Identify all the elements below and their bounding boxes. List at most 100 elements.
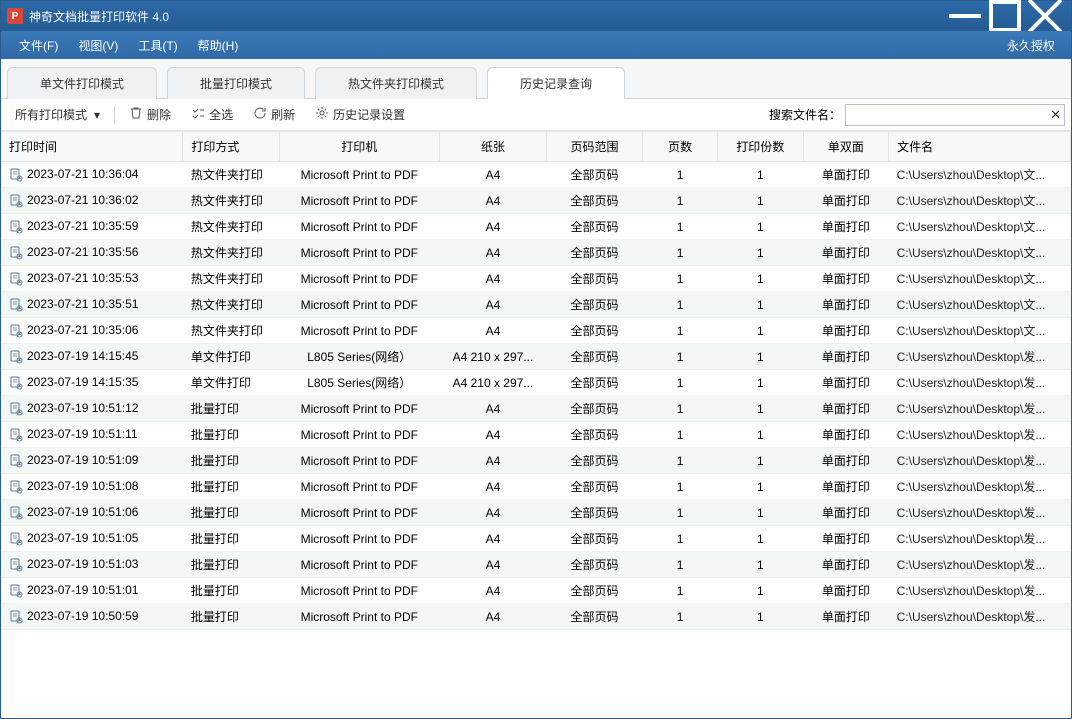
cell-copies: 1 xyxy=(718,188,804,214)
cell-duplex: 单面打印 xyxy=(803,214,889,240)
tab-single-file[interactable]: 单文件打印模式 xyxy=(7,67,157,99)
table-row[interactable]: 2023-07-19 10:51:11批量打印Microsoft Print t… xyxy=(1,422,1071,448)
cell-filename: C:\Users\zhou\Desktop\文... xyxy=(889,292,1071,318)
col-header-range[interactable]: 页码范围 xyxy=(546,132,642,162)
table-row[interactable]: 2023-07-19 14:15:35单文件打印L805 Series(网络）A… xyxy=(1,370,1071,396)
cell-range: 全部页码 xyxy=(546,474,642,500)
print-job-icon xyxy=(9,506,23,520)
table-row[interactable]: 2023-07-19 10:51:09批量打印Microsoft Print t… xyxy=(1,448,1071,474)
cell-range: 全部页码 xyxy=(546,552,642,578)
table-row[interactable]: 2023-07-21 10:35:51热文件夹打印Microsoft Print… xyxy=(1,292,1071,318)
cell-duplex: 单面打印 xyxy=(803,552,889,578)
cell-mode: 单文件打印 xyxy=(183,370,279,396)
cell-printer: Microsoft Print to PDF xyxy=(279,604,439,630)
table-row[interactable]: 2023-07-19 10:51:01批量打印Microsoft Print t… xyxy=(1,578,1071,604)
history-settings-button[interactable]: 历史记录设置 xyxy=(307,103,413,126)
menu-view[interactable]: 视图(V) xyxy=(68,33,128,58)
cell-filename: C:\Users\zhou\Desktop\文... xyxy=(889,162,1071,188)
cell-time: 2023-07-19 14:15:45 xyxy=(1,344,183,370)
app-window: P 神奇文档批量打印软件 4.0 文件(F) 视图(V) 工具(T) 帮助(H)… xyxy=(0,0,1072,719)
cell-paper: A4 210 x 297... xyxy=(439,370,546,396)
cell-time: 2023-07-21 10:36:04 xyxy=(1,162,183,188)
cell-filename: C:\Users\zhou\Desktop\发... xyxy=(889,474,1071,500)
cell-copies: 1 xyxy=(718,448,804,474)
cell-mode: 热文件夹打印 xyxy=(183,214,279,240)
titlebar[interactable]: P 神奇文档批量打印软件 4.0 xyxy=(1,1,1071,31)
cell-copies: 1 xyxy=(718,318,804,344)
cell-duplex: 单面打印 xyxy=(803,188,889,214)
cell-paper: A4 xyxy=(439,214,546,240)
table-row[interactable]: 2023-07-21 10:36:02热文件夹打印Microsoft Print… xyxy=(1,188,1071,214)
separator xyxy=(114,106,115,124)
refresh-button[interactable]: 刷新 xyxy=(245,103,303,126)
cell-pages: 1 xyxy=(643,604,718,630)
maximize-button[interactable] xyxy=(985,1,1025,31)
col-header-pages[interactable]: 页数 xyxy=(643,132,718,162)
table-row[interactable]: 2023-07-21 10:35:56热文件夹打印Microsoft Print… xyxy=(1,240,1071,266)
cell-mode: 热文件夹打印 xyxy=(183,292,279,318)
cell-copies: 1 xyxy=(718,344,804,370)
col-header-paper[interactable]: 纸张 xyxy=(439,132,546,162)
tab-hot-folder[interactable]: 热文件夹打印模式 xyxy=(315,67,477,99)
cell-printer: Microsoft Print to PDF xyxy=(279,422,439,448)
filter-mode-dropdown[interactable]: 所有打印模式 ▾ xyxy=(7,103,108,126)
col-header-time[interactable]: 打印时间 xyxy=(1,132,183,162)
clear-search-icon[interactable]: ✕ xyxy=(1050,107,1061,123)
trash-icon xyxy=(129,106,143,123)
col-header-filename[interactable]: 文件名 xyxy=(889,132,1071,162)
cell-time: 2023-07-19 10:51:11 xyxy=(1,422,183,448)
menu-help[interactable]: 帮助(H) xyxy=(188,33,249,58)
cell-pages: 1 xyxy=(643,474,718,500)
col-header-printer[interactable]: 打印机 xyxy=(279,132,439,162)
table-row[interactable]: 2023-07-19 10:51:08批量打印Microsoft Print t… xyxy=(1,474,1071,500)
select-all-button[interactable]: 全选 xyxy=(183,103,241,126)
table-row[interactable]: 2023-07-19 10:51:06批量打印Microsoft Print t… xyxy=(1,500,1071,526)
close-button[interactable] xyxy=(1025,1,1065,31)
table-row[interactable]: 2023-07-19 14:15:45单文件打印L805 Series(网络）A… xyxy=(1,344,1071,370)
table-row[interactable]: 2023-07-21 10:35:06热文件夹打印Microsoft Print… xyxy=(1,318,1071,344)
table-row[interactable]: 2023-07-19 10:51:05批量打印Microsoft Print t… xyxy=(1,526,1071,552)
cell-filename: C:\Users\zhou\Desktop\发... xyxy=(889,422,1071,448)
cell-pages: 1 xyxy=(643,370,718,396)
cell-paper: A4 xyxy=(439,448,546,474)
table-row[interactable]: 2023-07-21 10:35:59热文件夹打印Microsoft Print… xyxy=(1,214,1071,240)
tab-history[interactable]: 历史记录查询 xyxy=(487,67,625,99)
table-row[interactable]: 2023-07-19 10:51:03批量打印Microsoft Print t… xyxy=(1,552,1071,578)
cell-pages: 1 xyxy=(643,214,718,240)
cell-duplex: 单面打印 xyxy=(803,474,889,500)
cell-duplex: 单面打印 xyxy=(803,604,889,630)
col-header-copies[interactable]: 打印份数 xyxy=(718,132,804,162)
cell-copies: 1 xyxy=(718,266,804,292)
cell-range: 全部页码 xyxy=(546,214,642,240)
table-row[interactable]: 2023-07-19 10:51:12批量打印Microsoft Print t… xyxy=(1,396,1071,422)
cell-time: 2023-07-19 10:51:06 xyxy=(1,500,183,526)
cell-range: 全部页码 xyxy=(546,500,642,526)
cell-filename: C:\Users\zhou\Desktop\发... xyxy=(889,500,1071,526)
cell-printer: Microsoft Print to PDF xyxy=(279,240,439,266)
menu-tools[interactable]: 工具(T) xyxy=(128,33,187,58)
cell-time: 2023-07-19 10:51:12 xyxy=(1,396,183,422)
tab-batch[interactable]: 批量打印模式 xyxy=(167,67,305,99)
table-row[interactable]: 2023-07-21 10:36:04热文件夹打印Microsoft Print… xyxy=(1,162,1071,188)
delete-button[interactable]: 删除 xyxy=(121,103,179,126)
cell-paper: A4 xyxy=(439,578,546,604)
cell-mode: 热文件夹打印 xyxy=(183,266,279,292)
tabstrip: 单文件打印模式 批量打印模式 热文件夹打印模式 历史记录查询 xyxy=(1,59,1071,99)
cell-range: 全部页码 xyxy=(546,370,642,396)
search-input[interactable] xyxy=(845,104,1065,126)
cell-mode: 单文件打印 xyxy=(183,344,279,370)
minimize-button[interactable] xyxy=(945,1,985,31)
col-header-mode[interactable]: 打印方式 xyxy=(183,132,279,162)
col-header-duplex[interactable]: 单双面 xyxy=(803,132,889,162)
print-job-icon xyxy=(9,480,23,494)
table-container[interactable]: 打印时间打印方式打印机纸张页码范围页数打印份数单双面文件名 2023-07-21… xyxy=(1,131,1071,718)
table-row[interactable]: 2023-07-19 10:50:59批量打印Microsoft Print t… xyxy=(1,604,1071,630)
print-job-icon xyxy=(9,428,23,442)
table-row[interactable]: 2023-07-21 10:35:53热文件夹打印Microsoft Print… xyxy=(1,266,1071,292)
cell-range: 全部页码 xyxy=(546,344,642,370)
cell-duplex: 单面打印 xyxy=(803,500,889,526)
menu-file[interactable]: 文件(F) xyxy=(9,33,68,58)
cell-paper: A4 xyxy=(439,604,546,630)
cell-paper: A4 xyxy=(439,188,546,214)
print-job-icon xyxy=(9,246,23,260)
